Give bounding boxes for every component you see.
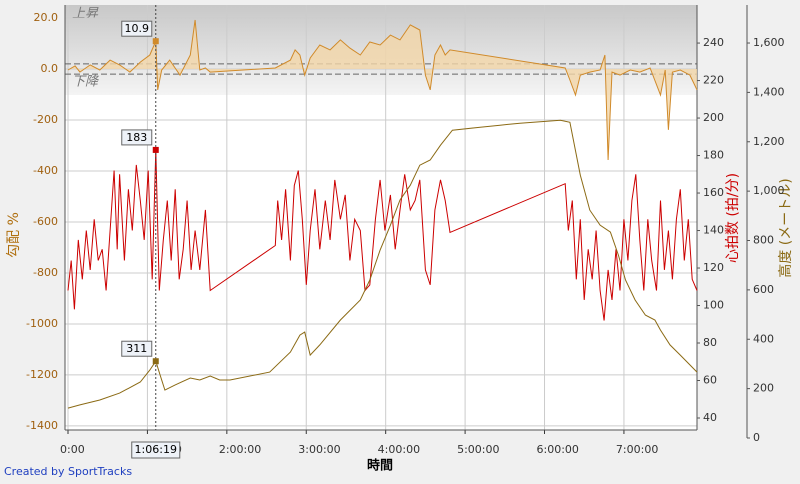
y-tick-label: 200 (753, 382, 774, 395)
y-tick-label: -600 (33, 215, 58, 228)
x-title: 時間 (367, 458, 393, 474)
y-tick-label: 600 (753, 283, 774, 296)
series-line (67, 149, 698, 321)
y-tick-label: 160 (703, 186, 724, 199)
y-tick-label: 1,000 (753, 184, 785, 197)
value-box (121, 20, 153, 37)
band-label: 下降 (72, 75, 100, 90)
cursor-marker (152, 146, 159, 153)
y-tick-label: -1400 (26, 419, 58, 432)
y-tick-label: -200 (33, 113, 58, 126)
footer-link[interactable]: Created by SportTracks (4, 465, 132, 478)
y-tick-label: 220 (703, 74, 724, 87)
value-box (121, 129, 153, 146)
y-tick-label: 0 (753, 431, 760, 444)
cursor-marker (152, 358, 159, 365)
y-tick-label: 1,400 (753, 85, 785, 98)
y-tick-label: 0.0 (41, 62, 59, 75)
y-tick-label: 100 (703, 299, 724, 312)
y3-title: 高度 (メートル) (777, 178, 794, 277)
series-line (67, 119, 698, 409)
x-tick-label: 2:00:00 (219, 443, 261, 456)
y-tick-label: -400 (33, 164, 58, 177)
x-tick-label: 3:00:00 (298, 443, 340, 456)
x-tick-label: 0:00 (60, 443, 85, 456)
x-tick-label: 7:00:00 (616, 443, 658, 456)
value-box (121, 340, 153, 357)
y-tick-label: 60 (703, 374, 717, 387)
y-tick-label: 1,200 (753, 135, 785, 148)
x-tick-label: 5:00:00 (457, 443, 499, 456)
x-tick-label: 6:00:00 (537, 443, 579, 456)
band-label: 上昇 (72, 7, 99, 22)
y-tick-label: 240 (703, 36, 724, 49)
y-tick-label: 140 (703, 224, 724, 237)
y-tick-label: 120 (703, 261, 724, 274)
y-tick-label: 80 (703, 336, 717, 349)
value-label: 10.9 (125, 22, 150, 35)
cursor-label: 1:06:19 (135, 443, 177, 456)
y-tick-label: 800 (753, 234, 774, 247)
y2-title: 心拍数 (拍/分) (725, 173, 741, 263)
y-tick-label: -1000 (26, 317, 58, 330)
y-tick-label: 40 (703, 411, 717, 424)
y-tick-label: -1200 (26, 368, 58, 381)
x-tick-label: 4:00:00 (378, 443, 420, 456)
series-area (68, 20, 697, 160)
y-tick-label: 20.0 (34, 11, 59, 24)
y-tick-label: -800 (33, 266, 58, 279)
y-tick-label: 180 (703, 149, 724, 162)
y-tick-label: 400 (753, 332, 774, 345)
y-tick-label: 200 (703, 111, 724, 124)
value-label: 183 (126, 131, 147, 144)
cursor-box (131, 441, 181, 459)
cursor-marker (152, 38, 159, 45)
y-tick-label: 1,600 (753, 36, 785, 49)
series-line (67, 19, 698, 161)
y-title: 勾配 % (6, 212, 22, 258)
value-label: 311 (126, 342, 147, 355)
